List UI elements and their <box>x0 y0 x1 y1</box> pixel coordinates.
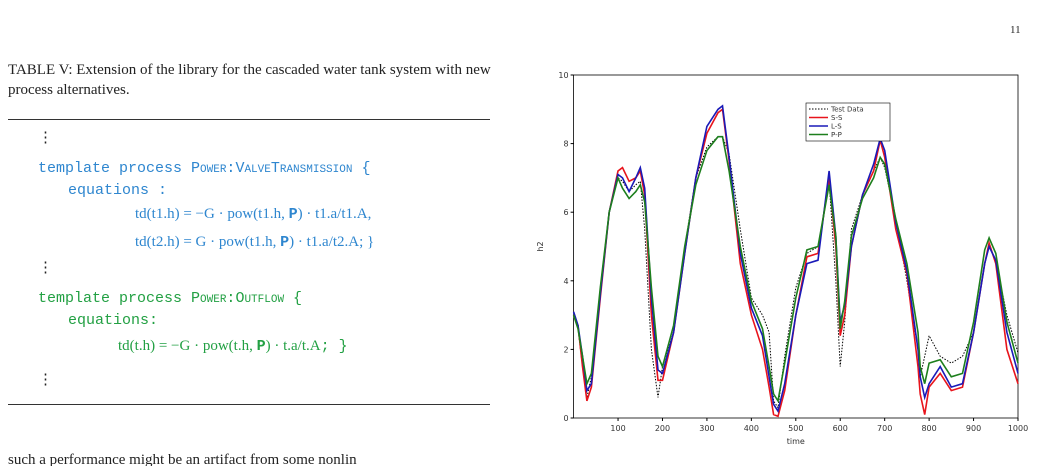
code-line: template process Power:ValveTransmission… <box>38 160 370 177</box>
y-tick-label: 6 <box>564 208 569 217</box>
ellipsis: ⋮ <box>38 372 53 388</box>
legend-label: S-S <box>831 114 843 122</box>
x-tick-label: 1000 <box>1008 424 1028 433</box>
x-tick-label: 300 <box>699 424 714 433</box>
param: P <box>288 206 298 223</box>
ellipsis: ⋮ <box>38 260 53 276</box>
x-axis-label: time <box>787 437 805 446</box>
x-tick-label: 200 <box>655 424 670 433</box>
x-tick-label: 800 <box>921 424 936 433</box>
param: P <box>280 234 290 251</box>
process-name: Power:ValveTransmission <box>191 160 353 177</box>
series-line <box>572 135 1019 404</box>
keyword: template process <box>38 290 192 307</box>
caption: TABLE V: Extension of the library for th… <box>8 62 491 98</box>
x-tick-label: 900 <box>966 424 981 433</box>
y-tick-label: 0 <box>564 414 569 423</box>
y-tick-label: 8 <box>564 140 569 149</box>
x-tick-label: 700 <box>877 424 892 433</box>
code-line: template process Power:Outflow { <box>38 290 302 307</box>
x-tick-label: 600 <box>833 424 848 433</box>
code-line: equations : <box>68 182 168 199</box>
y-tick-label: 2 <box>564 345 569 354</box>
y-tick-label: 4 <box>564 277 569 286</box>
process-name: Power:Outflow <box>191 290 285 307</box>
code-line: equations: <box>68 312 159 329</box>
x-tick-label: 400 <box>744 424 759 433</box>
math: td(t1.h) = −G · pow(t1.h, <box>135 206 289 222</box>
y-tick-label: 10 <box>558 71 568 80</box>
math: td(t2.h) = G · pow(t1.h, <box>135 234 281 250</box>
equation: td(t1.h) = −G · pow(t1.h, P) · t1.a/t1.A… <box>135 206 371 223</box>
equation: td(t2.h) = G · pow(t1.h, P) · t1.a/t2.A;… <box>135 234 374 251</box>
body-text: such a performance might be an artifact … <box>8 452 357 466</box>
brace: ; } <box>320 338 348 355</box>
page-number: 11 <box>1010 24 1021 36</box>
math: ) · t.a/t.A <box>265 338 321 354</box>
math: ) · t1.a/t1.A, <box>297 206 372 222</box>
series-line <box>572 104 1019 414</box>
plot-frame <box>573 74 1019 419</box>
series-line <box>572 107 1019 418</box>
rule <box>8 119 490 120</box>
math: ) · t1.a/t2.A; } <box>289 234 375 250</box>
keyword: template process <box>38 160 192 177</box>
brace: { <box>284 290 303 307</box>
legend-label: L-S <box>831 123 842 131</box>
x-tick-label: 500 <box>788 424 803 433</box>
equation: td(t.h) = −G · pow(t.h, P) · t.a/t.A; } <box>118 338 348 355</box>
brace: { <box>352 160 371 177</box>
ellipsis: ⋮ <box>38 130 53 146</box>
legend-label: Test Data <box>830 106 864 114</box>
y-axis-label: h2 <box>536 241 545 251</box>
param: P <box>256 338 266 355</box>
legend-label: P-P <box>831 131 842 139</box>
x-tick-label: 100 <box>610 424 625 433</box>
series-line <box>573 136 1019 410</box>
rule <box>8 404 490 405</box>
math: td(t.h) = −G · pow(t.h, <box>118 338 257 354</box>
